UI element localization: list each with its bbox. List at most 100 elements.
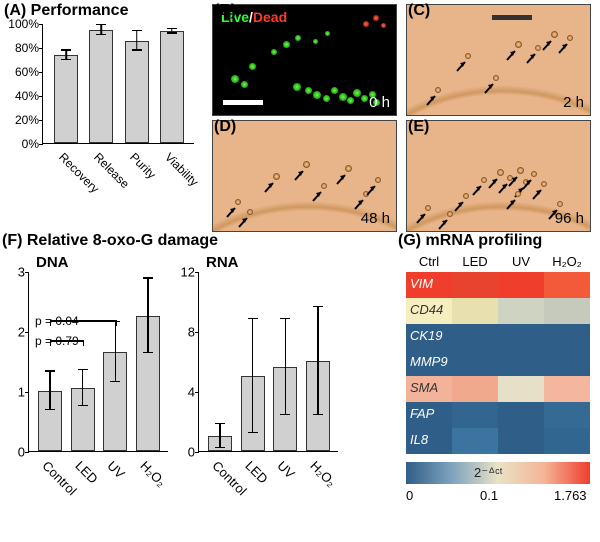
- panel-f-dna-chart: 0123ControlLEDUVH₂O₂p = 0.04p = 0.79: [28, 272, 168, 452]
- ytick: 20%: [7, 113, 39, 127]
- panel-e-label: (E): [408, 118, 429, 136]
- live-cell: [325, 31, 330, 36]
- scalebar: [492, 15, 532, 20]
- xlabel-0: Control: [209, 458, 249, 498]
- arrow-icon: [353, 197, 367, 211]
- panel-f-dna-title: DNA: [36, 254, 69, 271]
- cell: [551, 31, 558, 38]
- arrow-icon: [425, 93, 439, 107]
- arrow-icon: [505, 48, 519, 62]
- bar-release: [89, 30, 113, 143]
- heat-cell: IL8: [406, 428, 452, 454]
- live-cell: [271, 49, 277, 55]
- arrow-icon: [453, 199, 467, 213]
- arrow-icon: [335, 172, 349, 186]
- heat-cell: [544, 272, 590, 298]
- ytick: 1: [5, 385, 25, 400]
- heat-cell: [452, 298, 498, 324]
- heat-cell: CD44: [406, 298, 452, 324]
- heat-cell: [452, 272, 498, 298]
- cell: [497, 169, 504, 176]
- heat-cell: CK19: [406, 324, 452, 350]
- heat-cell: [452, 350, 498, 376]
- arrow-icon: [263, 180, 277, 194]
- scalebar: [223, 100, 263, 105]
- dead-cell: [381, 23, 386, 28]
- arrow-icon: [525, 51, 539, 65]
- gene-label-ck19: CK19: [410, 328, 443, 343]
- p-value: p = 0.79: [35, 334, 79, 348]
- heat-cell: [452, 428, 498, 454]
- heatmap: VIM CD44 CK19 MMP9 SMA FAP IL8: [406, 272, 590, 454]
- dead-cell: [363, 21, 369, 27]
- live-cell: [361, 95, 368, 102]
- gene-label-mmp9: MMP9: [410, 354, 448, 369]
- heat-cell: MMP9: [406, 350, 452, 376]
- xlabel-viability: Viability: [162, 150, 201, 189]
- bar-purity: [125, 41, 149, 143]
- arrow-icon: [541, 38, 555, 52]
- xlabel-3: H₂O₂: [138, 458, 170, 490]
- time-label: 2 h: [563, 94, 584, 111]
- panel-f-label: (F) Relative 8-oxo-G damage: [2, 232, 218, 250]
- arrow-icon: [415, 211, 429, 225]
- ytick: 0%: [7, 137, 39, 151]
- panel-c: 2 h: [406, 4, 591, 116]
- heat-cell: FAP: [406, 402, 452, 428]
- colorbar-min: 0: [406, 488, 413, 503]
- xlabel-0: Control: [39, 458, 79, 498]
- cell: [303, 161, 310, 168]
- panel-g-label: (G) mRNA profiling: [398, 232, 542, 250]
- panel-b: (B) Live/Dead0 h: [212, 4, 397, 116]
- live-cell: [231, 75, 239, 83]
- panel-f: (F) Relative 8-oxo-G damage DNA 0123Cont…: [2, 232, 342, 522]
- heat-cell: [498, 324, 544, 350]
- panel-a: (A) Performance 0%20%40%60%80%100%Recove…: [4, 2, 204, 192]
- ytick: 60%: [7, 65, 39, 79]
- ytick: 3: [5, 265, 25, 280]
- time-label: 0 h: [369, 94, 390, 111]
- arrow-icon: [471, 183, 485, 197]
- cell: [273, 173, 280, 180]
- bar-viability: [160, 31, 184, 143]
- cell: [515, 41, 522, 48]
- live-cell: [313, 91, 321, 99]
- xlabel-1: LED: [72, 458, 100, 486]
- xlabel-2: UV: [275, 458, 298, 481]
- gene-label-sma: SMA: [410, 380, 438, 395]
- panel-d-label: (D): [214, 118, 236, 136]
- heat-cell: [498, 428, 544, 454]
- live-cell: [295, 35, 301, 41]
- panel-b-label-outer: (B): [214, 2, 236, 20]
- col-header-h₂o₂: H₂O₂: [544, 254, 590, 269]
- gene-label-vim: VIM: [410, 276, 433, 291]
- heat-cell: [498, 272, 544, 298]
- heat-cell: [452, 402, 498, 428]
- xlabel-3: H₂O₂: [308, 458, 340, 490]
- col-header-led: LED: [452, 254, 498, 269]
- heat-cell: VIM: [406, 272, 452, 298]
- live-cell: [331, 87, 338, 94]
- colorbar-mid: 0.1: [480, 488, 498, 503]
- arrow-icon: [557, 41, 571, 55]
- gene-label-cd44: CD44: [410, 302, 443, 317]
- panel-a-chart: 0%20%40%60%80%100%RecoveryReleasePurityV…: [42, 24, 194, 144]
- heat-cell: [498, 402, 544, 428]
- live-cell: [313, 39, 318, 44]
- gene-label-il8: IL8: [410, 432, 428, 447]
- ytick: 0: [175, 445, 195, 460]
- ytick: 12: [175, 265, 195, 280]
- panel-e: 96 h: [406, 120, 591, 232]
- panel-f-rna-title: RNA: [206, 254, 239, 271]
- xlabel-2: UV: [105, 458, 128, 481]
- heat-cell: [544, 428, 590, 454]
- live-cell: [249, 63, 256, 70]
- panel-f-rna-chart: 04812ControlLEDUVH₂O₂: [198, 272, 338, 452]
- heat-cell: SMA: [406, 376, 452, 402]
- time-label: 48 h: [361, 210, 390, 227]
- ytick: 40%: [7, 89, 39, 103]
- heat-cell: [544, 350, 590, 376]
- heat-cell: [498, 298, 544, 324]
- col-header-uv: UV: [498, 254, 544, 269]
- live-cell: [283, 41, 290, 48]
